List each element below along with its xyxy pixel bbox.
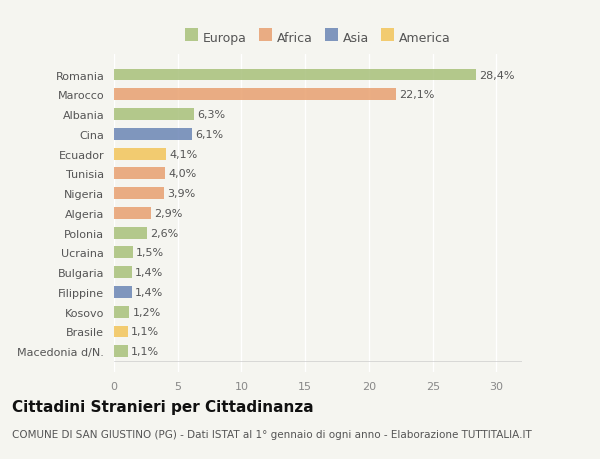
Text: 1,4%: 1,4%	[135, 287, 163, 297]
Bar	[114, 168, 165, 180]
Bar	[114, 247, 133, 259]
Bar	[114, 227, 147, 239]
Bar	[114, 129, 192, 140]
Text: 2,9%: 2,9%	[154, 208, 182, 218]
Text: 4,0%: 4,0%	[168, 169, 196, 179]
Text: 22,1%: 22,1%	[399, 90, 434, 100]
Text: Cittadini Stranieri per Cittadinanza: Cittadini Stranieri per Cittadinanza	[12, 399, 314, 414]
Text: 3,9%: 3,9%	[167, 189, 195, 199]
Text: 1,1%: 1,1%	[131, 347, 160, 357]
Text: 1,4%: 1,4%	[135, 268, 163, 278]
Text: 4,1%: 4,1%	[169, 149, 198, 159]
Legend: Europa, Africa, Asia, America: Europa, Africa, Asia, America	[181, 27, 455, 50]
Text: COMUNE DI SAN GIUSTINO (PG) - Dati ISTAT al 1° gennaio di ogni anno - Elaborazio: COMUNE DI SAN GIUSTINO (PG) - Dati ISTAT…	[12, 429, 532, 439]
Bar	[114, 346, 128, 358]
Text: 1,1%: 1,1%	[131, 327, 160, 337]
Bar	[114, 69, 476, 81]
Text: 2,6%: 2,6%	[151, 228, 179, 238]
Bar	[114, 207, 151, 219]
Bar	[114, 326, 128, 338]
Bar	[114, 109, 194, 121]
Text: 1,5%: 1,5%	[136, 248, 164, 258]
Bar	[114, 148, 166, 160]
Bar	[114, 267, 132, 279]
Bar	[114, 89, 396, 101]
Text: 1,2%: 1,2%	[133, 307, 161, 317]
Text: 28,4%: 28,4%	[479, 70, 515, 80]
Text: 6,1%: 6,1%	[195, 129, 223, 140]
Bar	[114, 306, 130, 318]
Bar	[114, 188, 164, 200]
Bar	[114, 286, 132, 298]
Text: 6,3%: 6,3%	[197, 110, 226, 120]
